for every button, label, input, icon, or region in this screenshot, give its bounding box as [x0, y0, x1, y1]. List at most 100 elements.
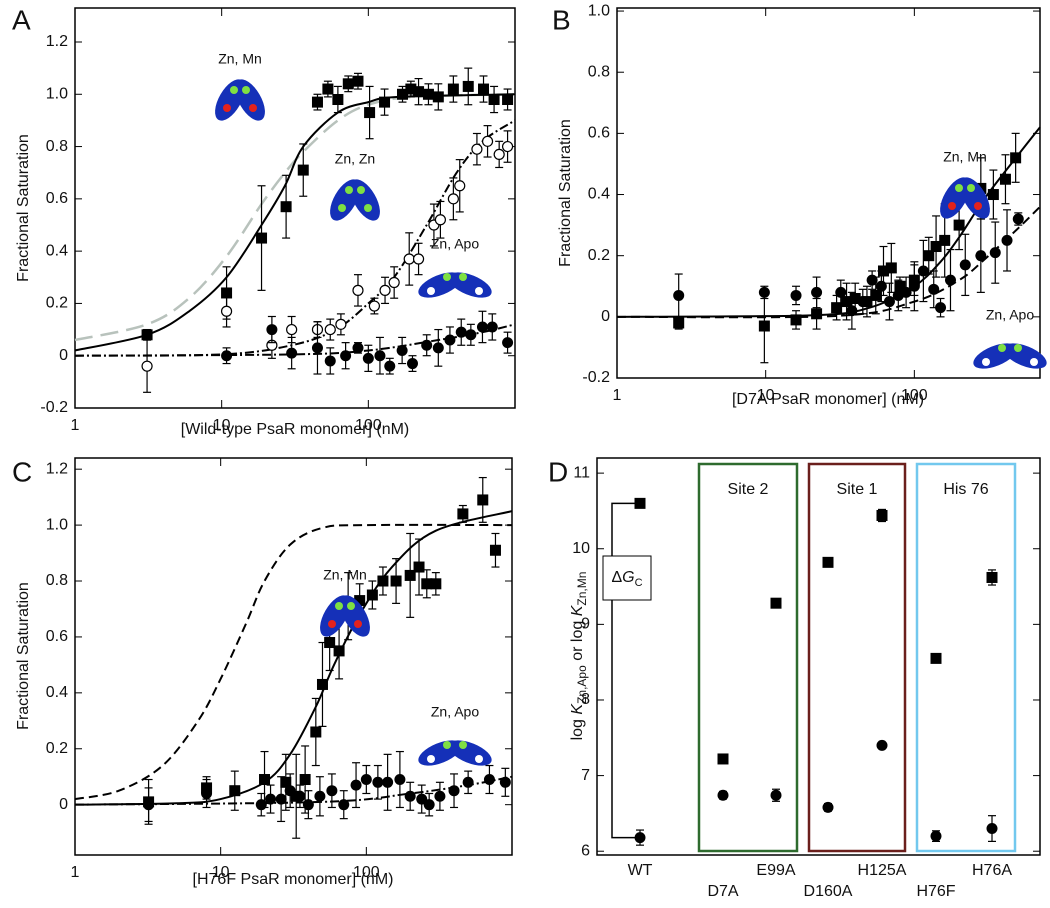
marker-circle [835, 286, 847, 298]
marker-circle [502, 337, 514, 349]
marker-square [758, 320, 770, 332]
marker-circle [360, 774, 372, 786]
x-axis-label: [H76F PsaR monomer] (nM) [193, 871, 394, 888]
group-box [697, 462, 799, 853]
marker-circle [483, 774, 495, 786]
x-tick-label: 10 [213, 417, 231, 434]
x-tick-label: 10 [212, 864, 230, 881]
icon [418, 272, 492, 298]
y-tick-label: 8 [581, 691, 590, 708]
y-tick-label: 6 [581, 842, 590, 859]
annotation: Zn, Mn [218, 51, 262, 67]
marker-square [502, 94, 514, 106]
bracket-label-part: C [635, 577, 643, 589]
icon [215, 79, 265, 121]
marker-circle [846, 305, 858, 317]
marker-circle [311, 342, 323, 354]
marker-square [310, 726, 322, 738]
marker-circle [673, 289, 685, 301]
y-tick-label: 0.6 [46, 190, 68, 207]
icon-dot [347, 602, 355, 610]
marker-square [297, 164, 309, 176]
y-axis-label: Fractional Saturation [15, 134, 32, 282]
icon-dot [974, 202, 982, 210]
marker-circle [883, 296, 895, 308]
marker-circle [930, 830, 942, 842]
y-axis-label: Fractional Saturation [15, 582, 32, 730]
marker-open-circle [141, 360, 153, 372]
marker-circle [455, 326, 467, 338]
marker-circle [975, 250, 987, 262]
marker-square [377, 575, 389, 587]
y-tick-label: 0.2 [46, 295, 68, 312]
marker-open-circle [412, 253, 425, 265]
marker-circle [876, 739, 888, 751]
x-axis-label: [Wild-type PsaR monomer] (nM) [181, 421, 410, 438]
marker-square [354, 595, 366, 607]
marker-square [488, 94, 500, 106]
panel-label: A [12, 4, 31, 35]
marker-square [299, 774, 311, 786]
marker-open-circle [434, 214, 446, 226]
icon-dot [459, 273, 467, 281]
marker-square [324, 637, 336, 649]
annotation: Zn, Mn [943, 149, 987, 165]
x-tick-label: 100 [355, 417, 382, 434]
marker-circle [352, 342, 364, 354]
marker-square [421, 578, 433, 590]
marker-open-circle [493, 148, 505, 161]
x-tick-label: 100 [901, 387, 928, 404]
marker-square [489, 544, 501, 556]
marker-circle [857, 296, 869, 308]
x-tick-label: D160A [804, 883, 853, 900]
marker-circle [758, 286, 770, 298]
icon-dot [242, 86, 250, 94]
icon [320, 595, 370, 637]
y-tick-label: 0 [59, 796, 68, 813]
marker-square [311, 96, 323, 108]
marker-square [390, 575, 402, 587]
marker-square [673, 317, 685, 329]
y-tick-label: 0.2 [46, 740, 68, 757]
marker-circle [362, 352, 374, 364]
y-axis-label: log KZn,Apo or log KZn,Mn [569, 572, 589, 741]
marker-circle [284, 785, 296, 797]
marker-square [770, 597, 782, 609]
y-tick-label: 1.0 [46, 85, 68, 102]
marker-circle [326, 785, 338, 797]
marker-square [259, 774, 271, 786]
y-tick-label: 0.4 [46, 684, 68, 701]
marker-square [930, 241, 942, 253]
icon-dot [443, 273, 451, 281]
marker-circle [286, 347, 298, 359]
bracket-label: ΔGC [611, 569, 642, 589]
marker-open-circle [220, 305, 233, 317]
marker-circle [432, 342, 444, 354]
marker-square [930, 652, 942, 664]
panel-label: D [548, 456, 568, 487]
fit-curve [74, 119, 516, 357]
panel-label: B [552, 4, 571, 35]
group-label: His 76 [943, 481, 988, 498]
marker-square [256, 232, 268, 244]
marker-square [987, 189, 999, 201]
marker-square [229, 785, 241, 797]
x-tick-label: H76A [972, 862, 1012, 879]
group-box [807, 462, 907, 853]
y-tick-label: -0.2 [40, 399, 68, 416]
marker-square [923, 250, 935, 262]
icon-dot [475, 287, 483, 295]
icon [973, 343, 1047, 369]
annotation: Zn, Apo [431, 236, 479, 252]
marker-circle [266, 324, 278, 336]
marker-square [322, 83, 334, 95]
icon [330, 179, 380, 221]
marker-circle [406, 358, 418, 370]
marker-circle [421, 339, 433, 351]
y-tick-label: 9 [581, 616, 590, 633]
marker-circle [465, 329, 477, 341]
marker-square [280, 201, 292, 213]
marker-square [717, 753, 729, 765]
marker-circle [143, 799, 155, 811]
